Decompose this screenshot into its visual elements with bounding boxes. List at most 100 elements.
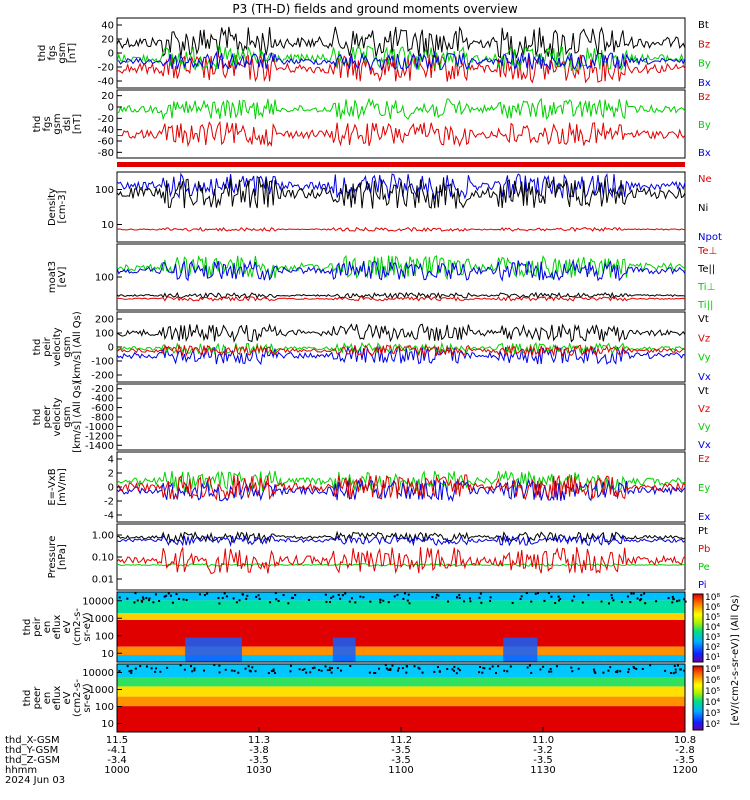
- spectrogram-pixel: [679, 668, 682, 671]
- ytick-label: 0.01: [92, 575, 114, 586]
- spectrogram-pixel: [289, 670, 292, 673]
- spectrogram-pixel: [308, 598, 311, 601]
- colorbar-upper: [692, 593, 704, 663]
- legend-Bt: Bt: [698, 20, 709, 31]
- ytick-label: -40: [98, 125, 114, 136]
- spectrogram-pixel: [329, 601, 332, 604]
- legend-Vt: Vt: [698, 314, 709, 325]
- spectrogram-pixel: [145, 597, 148, 600]
- ylabel-line: en: [42, 621, 53, 634]
- spectrogram-pixel: [509, 665, 512, 668]
- ytick-label: 0: [108, 103, 114, 114]
- spectrogram-pixel: [179, 664, 182, 667]
- spectrogram-pixel: [592, 668, 595, 671]
- spectrogram-pixel: [193, 667, 196, 670]
- ytick-label: -800: [91, 413, 114, 424]
- spectrogram-pixel: [193, 669, 196, 672]
- ytick-label: -20: [98, 63, 114, 74]
- spectrogram-pixel: [488, 667, 491, 670]
- spectrogram-pixel: [393, 595, 396, 598]
- spectrogram-pixel: [320, 669, 323, 672]
- xaxis-value: -4.1: [107, 745, 127, 756]
- ylabel-line: (cm2-s-: [72, 608, 83, 646]
- spectrogram-pixel: [489, 596, 492, 599]
- series-Vt: [116, 323, 686, 344]
- spectrogram-pixel: [328, 666, 331, 669]
- ylabel-line: [nT]: [67, 43, 78, 63]
- spectrogram-pixel: [672, 672, 675, 675]
- xaxis-value: 11.2: [390, 735, 412, 746]
- ytick-label: 200: [95, 315, 114, 326]
- panel-4: 200 100 0 -100 -200 thd peir velocity gsm [km/s] …: [32, 311, 711, 383]
- spectrogram-pixel: [554, 601, 557, 604]
- panel-5: -200-400-600-800-1000-1200-1400 thd peer ve…: [32, 381, 711, 453]
- spectrogram-band: [117, 655, 685, 662]
- colorbar-tick: 10²: [705, 643, 720, 653]
- spectrogram-pixel: [479, 665, 482, 668]
- ylabel-line: [nT]: [72, 114, 83, 134]
- spectrogram-pixel: [165, 594, 168, 597]
- ytick-label: 10: [101, 220, 114, 231]
- spectrogram-pixel: [139, 665, 142, 668]
- ylabel-line: thd: [37, 45, 48, 62]
- legend-Vy: Vy: [698, 422, 711, 433]
- ylabel-line: thd: [32, 409, 43, 426]
- spectrogram-pixel: [520, 595, 523, 598]
- spectrogram-pixel: [670, 672, 673, 675]
- panel-8: 10000 1000 100 10 thd peir en eflux eV (cm2-s-sr-…: [22, 591, 687, 663]
- spectrogram-pixel: [626, 595, 629, 598]
- spectrogram-pixel: [233, 669, 236, 672]
- ytick-label: 10000: [82, 596, 114, 607]
- colorbar-tick: 10⁵: [705, 687, 720, 697]
- spectrogram-pixel: [405, 671, 408, 674]
- spectrogram-pixel: [619, 670, 622, 673]
- spectrogram-pixel: [191, 670, 194, 673]
- spectrogram-pixel: [272, 668, 275, 671]
- spectrogram-pixel: [555, 665, 558, 668]
- spectrogram-pixel: [118, 669, 121, 672]
- spectrogram-pixel: [189, 665, 192, 668]
- ylabel-line: en: [42, 692, 53, 705]
- spectrogram-band: [117, 613, 685, 620]
- legend-By: By: [698, 120, 711, 131]
- spectrogram-pixel: [633, 667, 636, 670]
- spectrogram-pixel: [550, 595, 553, 598]
- xaxis-value: 1100: [388, 765, 413, 776]
- legend-Vz: Vz: [698, 333, 710, 344]
- spectrogram-pixel: [649, 664, 652, 667]
- spectrogram-pixel: [655, 600, 658, 603]
- spectrogram-pixel: [374, 671, 377, 674]
- spectrogram-pixel: [594, 671, 597, 674]
- spectrogram-pixel: [451, 668, 454, 671]
- ytick-label: 40: [101, 21, 114, 32]
- spectrogram-pixel: [539, 668, 542, 671]
- spectrogram-pixel: [643, 592, 646, 595]
- spectrogram-pixel: [339, 597, 342, 600]
- xaxis-value: 1130: [530, 765, 555, 776]
- spectrogram-pixel: [389, 668, 392, 671]
- series-Ni: [116, 177, 686, 209]
- xaxis-value: -3.5: [533, 755, 553, 766]
- spectrogram-pixel: [248, 669, 251, 672]
- xaxis-value: 1000: [104, 765, 129, 776]
- ytick-label: 10: [101, 719, 114, 730]
- spectrogram-pixel: [340, 669, 343, 672]
- colorbar-tick: 10⁴: [705, 623, 720, 633]
- spectrogram-pixel: [291, 596, 294, 599]
- spectrogram-pixel: [610, 594, 613, 597]
- spectrogram-pixel: [141, 600, 144, 603]
- legend-Bx: Bx: [698, 78, 711, 89]
- ytick-label: 10: [101, 649, 114, 660]
- spectrogram-pixel: [384, 664, 387, 667]
- ylabel-line: eV: [62, 691, 73, 704]
- spectrogram-pixel: [435, 593, 438, 596]
- spectrogram-pixel: [391, 664, 394, 667]
- ylabel-line: [mV/m]: [57, 468, 68, 506]
- spectrogram-pixel: [277, 599, 280, 602]
- spectrogram-pixel: [571, 670, 574, 673]
- spectrogram-pixel: [406, 599, 409, 602]
- series-Ti⊥: [116, 254, 686, 281]
- spectrogram-pixel: [382, 599, 385, 602]
- spectrogram-pixel: [587, 594, 590, 597]
- spectrogram-pixel: [452, 669, 455, 672]
